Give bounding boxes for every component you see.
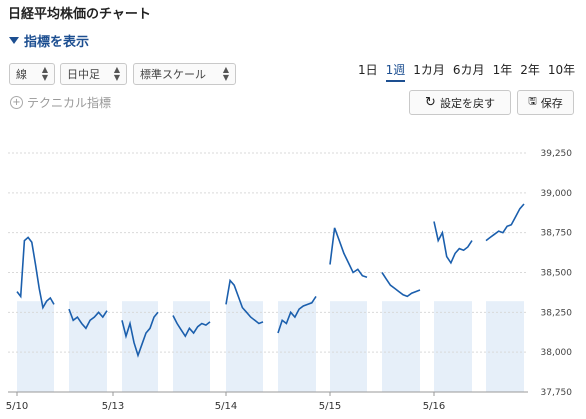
session-band-2 (122, 301, 158, 392)
session-band-5 (278, 301, 316, 392)
session-band-1 (69, 301, 107, 392)
y-tick-label: 39,000 (541, 189, 573, 199)
session-band-8 (434, 301, 472, 392)
plus-circle-icon: + (10, 96, 23, 109)
x-tick-label: 5/16 (423, 401, 445, 412)
price-line-session-2 (121, 311, 159, 358)
range-selector: 1日 1週 1カ月 6カ月 1年 2年 10年 (358, 61, 583, 82)
interval-value: 日中足 (67, 68, 100, 81)
save-icon: 🖫 (528, 96, 537, 107)
select-arrows-icon: ▲ ▼ (41, 65, 48, 82)
reset-settings-button[interactable]: ↻ 設定を戻す (409, 90, 511, 115)
save-button[interactable]: 🖫 保存 (517, 90, 574, 115)
x-tick-label: 5/14 (215, 401, 237, 412)
page-title: 日経平均株価のチャート (8, 7, 151, 22)
session-band-9 (486, 301, 524, 392)
y-tick-label: 39,250 (541, 149, 573, 159)
reset-icon: ↻ (425, 95, 436, 110)
x-tick-label: 5/10 (6, 401, 28, 412)
technical-indicator-add[interactable]: + テクニカル指標 (10, 94, 111, 111)
price-line-session-7 (381, 272, 421, 298)
y-tick-label: 38,750 (541, 229, 573, 239)
scale-value: 標準スケール (140, 68, 206, 81)
technical-indicator-label: テクニカル指標 (27, 96, 112, 110)
reset-settings-label: 設定を戻す (439, 96, 495, 110)
y-tick-label: 38,000 (541, 348, 573, 358)
show-indicators-toggle[interactable]: 指標を表示 (9, 31, 89, 50)
session-band-3 (173, 301, 210, 392)
y-tick-label: 37,750 (541, 388, 573, 398)
range-6m[interactable]: 6カ月 (452, 63, 485, 77)
price-line-session-1 (68, 308, 108, 330)
range-10y[interactable]: 10年 (547, 63, 576, 77)
range-1y[interactable]: 1年 (492, 63, 513, 77)
session-band-7 (382, 301, 420, 392)
price-line-session-8 (433, 221, 473, 265)
select-arrows-icon: ▲ ▼ (222, 65, 229, 82)
range-1w[interactable]: 1週 (385, 61, 406, 82)
price-line-session-3 (172, 315, 211, 338)
chevron-down-icon (9, 37, 19, 44)
session-band-4 (226, 301, 263, 392)
session-band-0 (17, 301, 54, 392)
interval-select[interactable]: 日中足 ▲ ▼ (60, 63, 127, 85)
chart-type-select[interactable]: 線 ▲ ▼ (9, 63, 55, 85)
y-tick-label: 38,250 (541, 308, 573, 318)
select-arrows-icon: ▲ ▼ (113, 65, 120, 82)
session-band-6 (330, 301, 367, 392)
price-line-session-4 (225, 278, 264, 325)
x-tick-label: 5/13 (102, 401, 124, 412)
price-line-session-5 (277, 295, 317, 334)
range-1d[interactable]: 1日 (358, 63, 378, 77)
save-label: 保存 (540, 96, 563, 110)
price-line-session-0 (16, 236, 55, 310)
chart-type-value: 線 (16, 68, 27, 81)
price-line-session-9 (485, 203, 525, 242)
scale-select[interactable]: 標準スケール ▲ ▼ (133, 63, 236, 85)
x-tick-label: 5/15 (319, 401, 341, 412)
range-1m[interactable]: 1カ月 (413, 63, 445, 77)
range-2y[interactable]: 2年 (520, 63, 540, 77)
y-tick-label: 38,500 (541, 269, 573, 279)
show-indicators-label: 指標を表示 (24, 35, 90, 50)
price-line-session-6 (329, 227, 368, 279)
